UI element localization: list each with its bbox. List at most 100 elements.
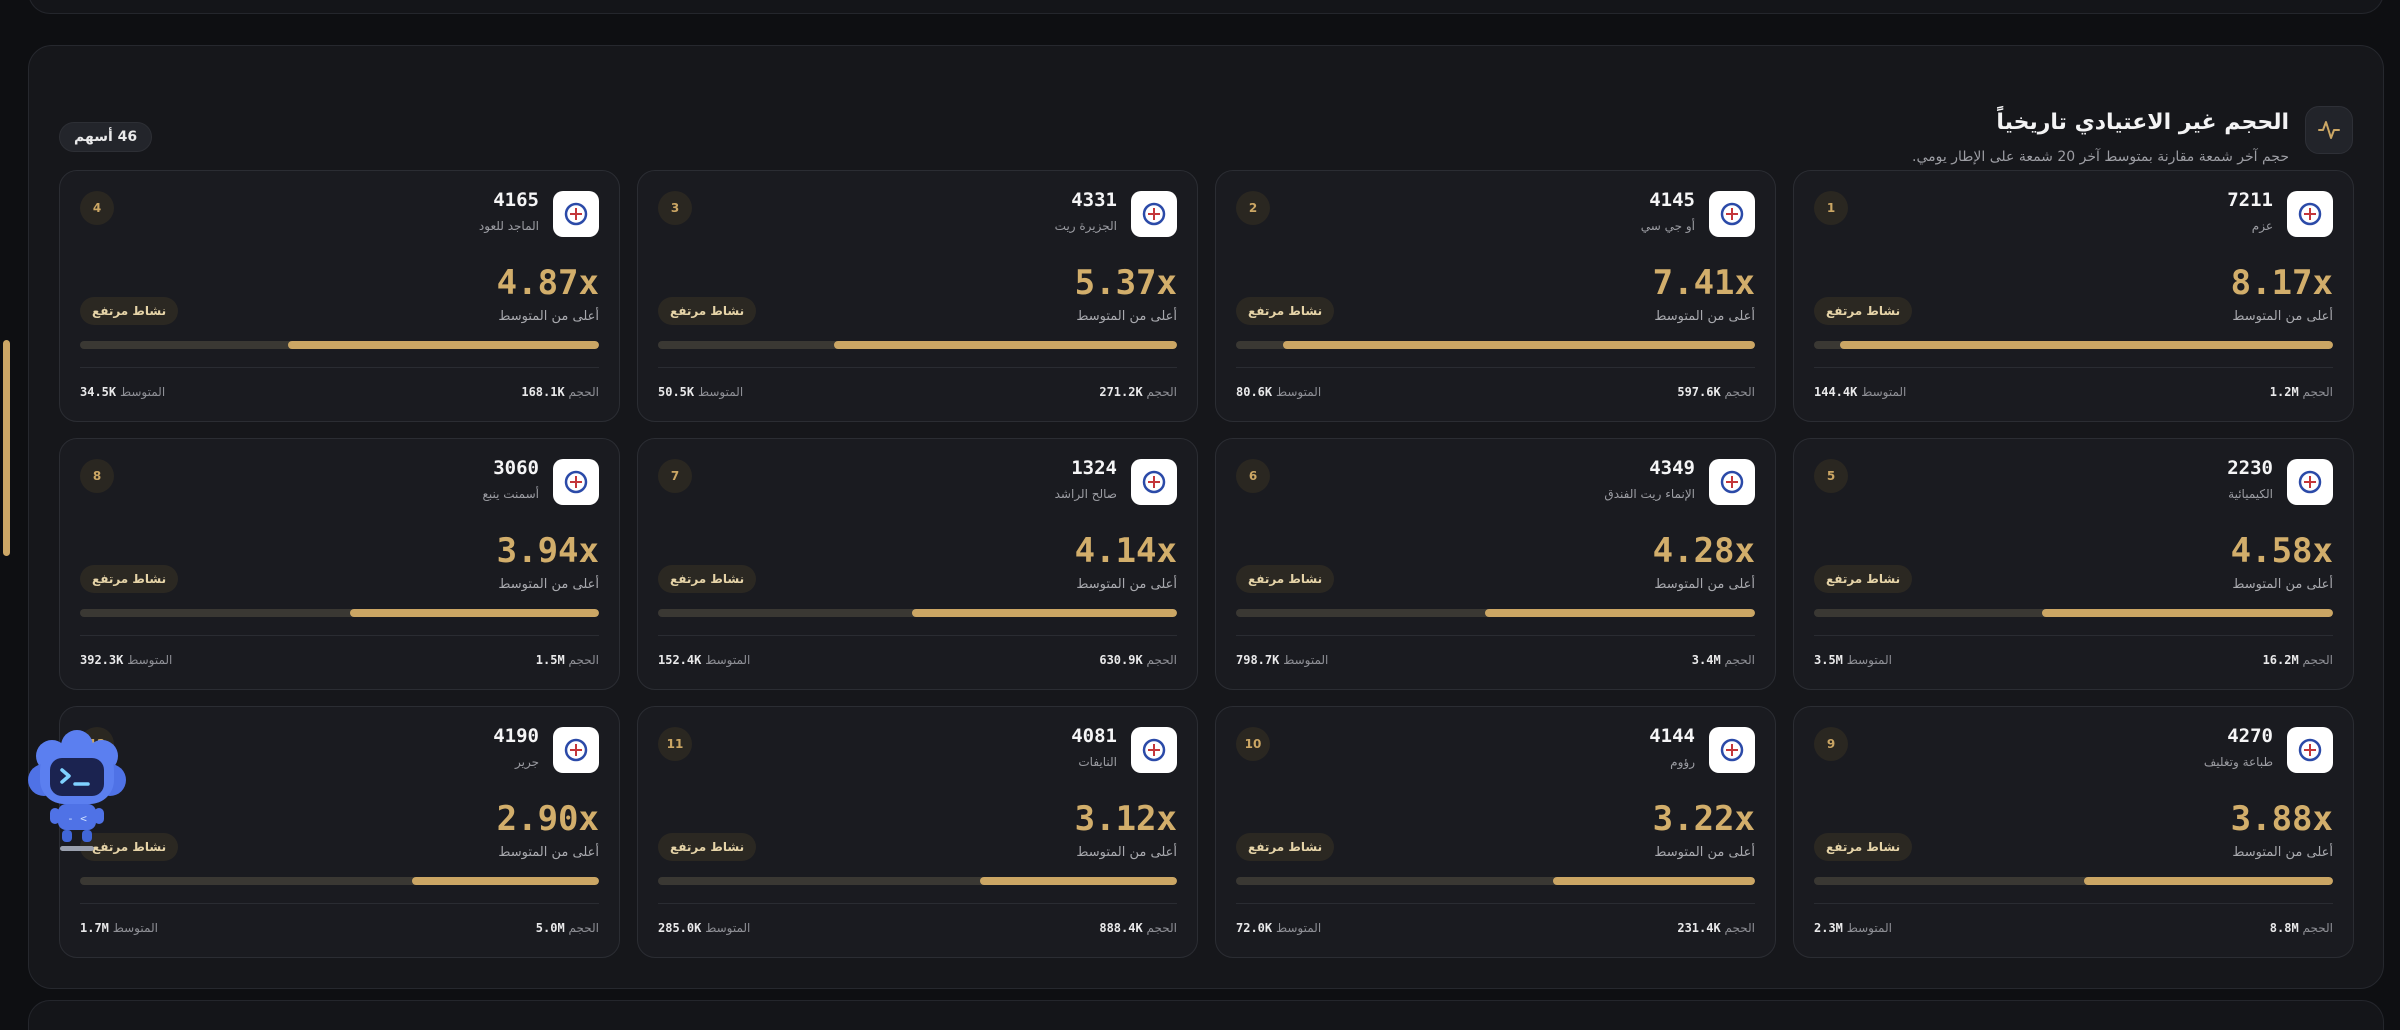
average-value: 1.7M <box>80 921 109 935</box>
volume-ratio-bar <box>658 609 1177 617</box>
high-activity-badge: نشاط مرتفع <box>1236 833 1335 861</box>
volume-stat: الحجم 231.4K <box>1677 921 1755 935</box>
stock-card-4349[interactable]: 4349 الإنماء ريت الفندق 6 4.28x أعلى من … <box>1215 438 1776 690</box>
rank-badge: 7 <box>658 459 692 493</box>
average-value: 72.0K <box>1236 921 1273 935</box>
stock-card-1324[interactable]: 1324 صالح الراشد 7 4.14x أعلى من المتوسط… <box>637 438 1198 690</box>
stock-code: 4145 <box>1649 189 1695 211</box>
stock-card-4144[interactable]: 4144 رؤوم 10 3.22x أعلى من المتوسط نشاط … <box>1215 706 1776 958</box>
volume-multiple: 2.90x <box>496 799 599 839</box>
volume-ratio-bar <box>80 341 599 349</box>
company-name: عزم <box>2251 219 2273 233</box>
above-average-label: أعلى من المتوسط <box>1076 845 1177 860</box>
company-name: النايفات <box>1078 755 1117 769</box>
high-activity-badge: نشاط مرتفع <box>1814 565 1913 593</box>
volume-multiple: 8.17x <box>2230 263 2333 303</box>
volume-multiple: 4.28x <box>1652 531 1755 571</box>
saleh-alrashed-logo <box>1131 459 1177 505</box>
jarir-logo-mark <box>564 738 588 762</box>
volume-multiple: 4.58x <box>2230 531 2333 571</box>
volume-ratio-fill <box>1282 341 1755 349</box>
high-activity-badge: نشاط مرتفع <box>80 833 179 861</box>
stock-code: 4270 <box>2227 725 2273 747</box>
volume-label: الحجم <box>1724 653 1755 667</box>
stock-card-3060[interactable]: 3060 أسمنت ينبع 8 3.94x أعلى من المتوسط … <box>59 438 620 690</box>
volume-value: 271.2K <box>1099 385 1143 399</box>
high-activity-badge: نشاط مرتفع <box>80 297 179 325</box>
volume-ratio-fill <box>834 341 1177 349</box>
above-average-label: أعلى من المتوسط <box>1076 309 1177 324</box>
rank-badge: 6 <box>1236 459 1270 493</box>
assistant-robot-icon[interactable]: > - <box>22 718 132 858</box>
volume-value: 630.9K <box>1099 653 1143 667</box>
company-name: جرير <box>515 755 539 769</box>
above-average-label: أعلى من المتوسط <box>1076 577 1177 592</box>
stock-card-4165[interactable]: 4165 الماجد للعود 4 4.87x أعلى من المتوس… <box>59 170 620 422</box>
card-divider <box>1236 635 1755 636</box>
average-stat: المتوسط 3.5M <box>1814 653 1892 667</box>
average-stat: المتوسط 2.3M <box>1814 921 1892 935</box>
volume-value: 1.5M <box>535 653 565 667</box>
volume-ratio-bar <box>1814 609 2333 617</box>
next-panel-edge <box>28 1000 2384 1030</box>
nayifat-logo-mark <box>1142 738 1166 762</box>
average-value: 2.3M <box>1814 921 1843 935</box>
volume-label: الحجم <box>568 653 599 667</box>
volume-value: 16.2M <box>2262 653 2299 667</box>
aljazira-reit-logo <box>1131 191 1177 237</box>
above-average-label: أعلى من المتوسط <box>1654 577 1755 592</box>
unusual-volume-panel: الحجم غير الاعتيادي تاريخياً حجم آخر شمع… <box>28 45 2384 989</box>
volume-stat: الحجم 888.4K <box>1099 921 1177 935</box>
ogc-logo <box>1709 191 1755 237</box>
average-label: المتوسط <box>1275 385 1322 399</box>
volume-label: الحجم <box>2302 653 2333 667</box>
stock-code: 3060 <box>493 457 539 479</box>
stocks-count-badge: 46 أسهم <box>59 122 153 152</box>
high-activity-badge: نشاط مرتفع <box>1814 297 1913 325</box>
above-average-label: أعلى من المتوسط <box>2232 577 2333 592</box>
volume-ratio-bar <box>80 609 599 617</box>
stocks-grid: 7211 عزم 1 8.17x أعلى من المتوسط نشاط مر… <box>59 170 2354 958</box>
average-label: المتوسط <box>127 653 173 667</box>
activity-pulse-icon <box>2305 106 2353 154</box>
above-average-label: أعلى من المتوسط <box>1654 845 1755 860</box>
rank-badge: 11 <box>658 727 692 761</box>
stock-card-2230[interactable]: 2230 الكيميائية 5 4.58x أعلى من المتوسط … <box>1793 438 2354 690</box>
average-label: المتوسط <box>1861 385 1907 399</box>
average-value: 798.7K <box>1236 653 1280 667</box>
stock-card-4331[interactable]: 4331 الجزيرة ريت 3 5.37x أعلى من المتوسط… <box>637 170 1198 422</box>
average-stat: المتوسط 34.5K <box>80 385 165 399</box>
stock-card-7211[interactable]: 7211 عزم 1 8.17x أعلى من المتوسط نشاط مر… <box>1793 170 2354 422</box>
stock-code: 1324 <box>1071 457 1117 479</box>
stock-card-4190[interactable]: 4190 جرير 12 2.90x أعلى من المتوسط نشاط … <box>59 706 620 958</box>
average-label: المتوسط <box>1275 921 1322 935</box>
company-name: أسمنت ينبع <box>482 487 539 501</box>
volume-ratio-fill <box>287 341 599 349</box>
company-name: طباعة وتغليف <box>2203 755 2273 769</box>
stock-code: 2230 <box>2227 457 2273 479</box>
company-name: أو جي سي <box>1640 219 1695 233</box>
volume-stat: الحجم 168.1K <box>521 385 599 399</box>
rank-badge: 9 <box>1814 727 1848 761</box>
card-divider <box>80 635 599 636</box>
panel-title: الحجم غير الاعتيادي تاريخياً <box>1996 110 2289 135</box>
almajed-oud-logo <box>553 191 599 237</box>
volume-label: الحجم <box>2302 921 2333 935</box>
card-divider <box>80 903 599 904</box>
company-name: الإنماء ريت الفندق <box>1604 487 1695 501</box>
volume-label: الحجم <box>568 921 599 935</box>
volume-value: 597.6K <box>1677 385 1721 399</box>
stock-card-4081[interactable]: 4081 النايفات 11 3.12x أعلى من المتوسط ن… <box>637 706 1198 958</box>
company-name: رؤوم <box>1670 755 1695 769</box>
stock-card-4145[interactable]: 4145 أو جي سي 2 7.41x أعلى من المتوسط نش… <box>1215 170 1776 422</box>
above-average-label: أعلى من المتوسط <box>2232 845 2333 860</box>
volume-ratio-fill <box>2042 609 2333 617</box>
volume-multiple: 3.88x <box>2230 799 2333 839</box>
page-scrollbar[interactable] <box>3 340 10 556</box>
volume-value: 3.4M <box>1691 653 1721 667</box>
volume-ratio-fill <box>349 609 599 617</box>
stock-card-4270[interactable]: 4270 طباعة وتغليف 9 3.88x أعلى من المتوس… <box>1793 706 2354 958</box>
average-label: المتوسط <box>112 921 158 935</box>
average-label: المتوسط <box>705 921 751 935</box>
average-label: المتوسط <box>119 385 166 399</box>
